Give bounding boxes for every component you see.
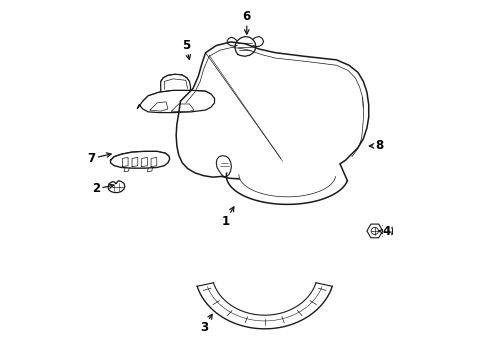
Text: 7: 7	[87, 152, 111, 165]
Text: 5: 5	[182, 39, 191, 59]
Text: 4: 4	[379, 225, 391, 238]
Text: 8: 8	[369, 139, 384, 152]
Text: 2: 2	[92, 183, 114, 195]
Text: 6: 6	[243, 10, 251, 34]
Text: 1: 1	[221, 207, 234, 228]
Text: 3: 3	[200, 314, 212, 333]
